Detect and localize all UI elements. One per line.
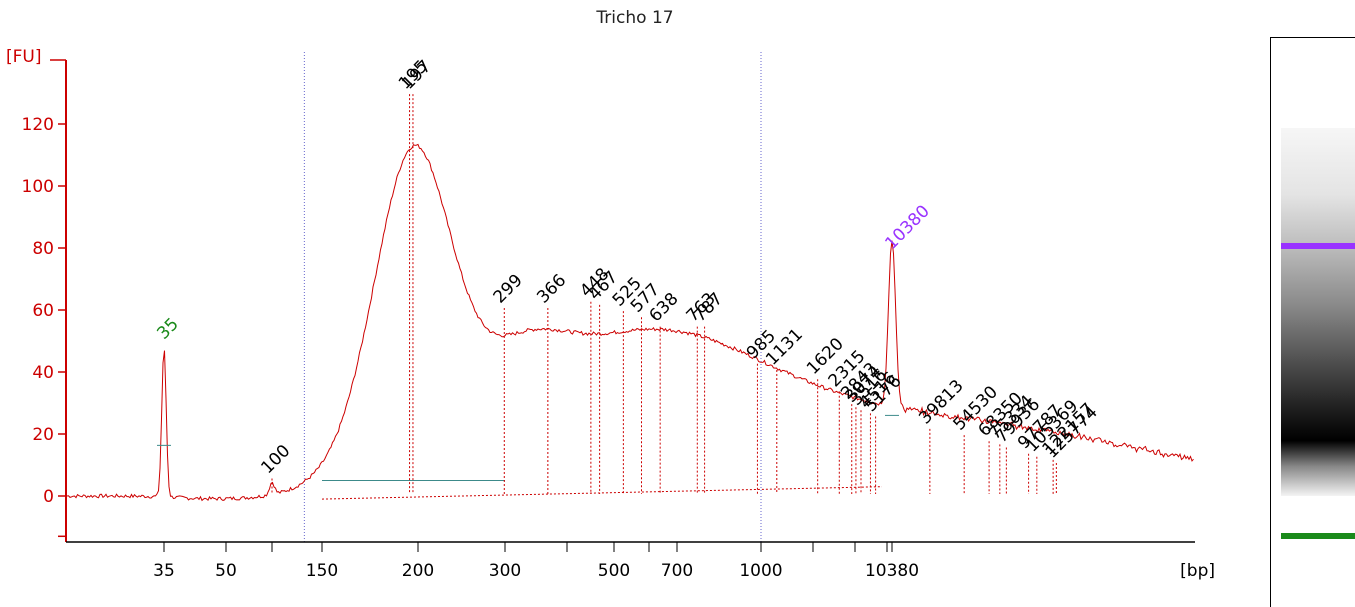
gel-upper-marker-band [1281, 243, 1355, 249]
gel-image [1270, 37, 1355, 607]
trace-line [66, 143, 1194, 502]
peak-label-100: 100 [257, 441, 294, 478]
x-tick-label-4: 200 [402, 561, 434, 581]
x-tick-label-14: 10380 [865, 561, 919, 581]
marker-label-10380: 10380 [881, 201, 933, 253]
peak-label-299: 299 [490, 270, 527, 307]
x-axis-label: [bp] [1180, 561, 1215, 581]
x-tick-label-9: 700 [661, 561, 693, 581]
x-tick-label-3: 150 [306, 561, 338, 581]
x-tick-label-7: 500 [598, 561, 630, 581]
y-tick-label-60: 60 [32, 301, 54, 321]
marker-label-35: 35 [153, 314, 182, 343]
y-tick-label-20: 20 [32, 425, 54, 445]
x-tick-label-1: 50 [215, 561, 237, 581]
chart-title: Tricho 17 [596, 8, 674, 28]
y-tick-label-120: 120 [22, 115, 54, 135]
x-tick-label-5: 300 [489, 561, 521, 581]
y-tick-label-80: 80 [32, 239, 54, 259]
electropherogram-chart: [FU] 0 20 40 60 80 100 120 35 50 150 200 300 500 700 10… [6, 47, 1215, 581]
gel-lane [1281, 128, 1355, 496]
y-axis-label: [FU] [6, 47, 42, 67]
y-tick-label-0: 0 [43, 487, 54, 507]
gel-lower-marker-band [1281, 533, 1355, 539]
x-tick-label-0: 35 [153, 561, 175, 581]
x-tick-label-10: 1000 [739, 561, 782, 581]
y-tick-label-100: 100 [22, 177, 54, 197]
smear-baseline [321, 486, 883, 500]
y-tick-label-40: 40 [32, 363, 54, 383]
peak-label-366: 366 [533, 270, 570, 307]
